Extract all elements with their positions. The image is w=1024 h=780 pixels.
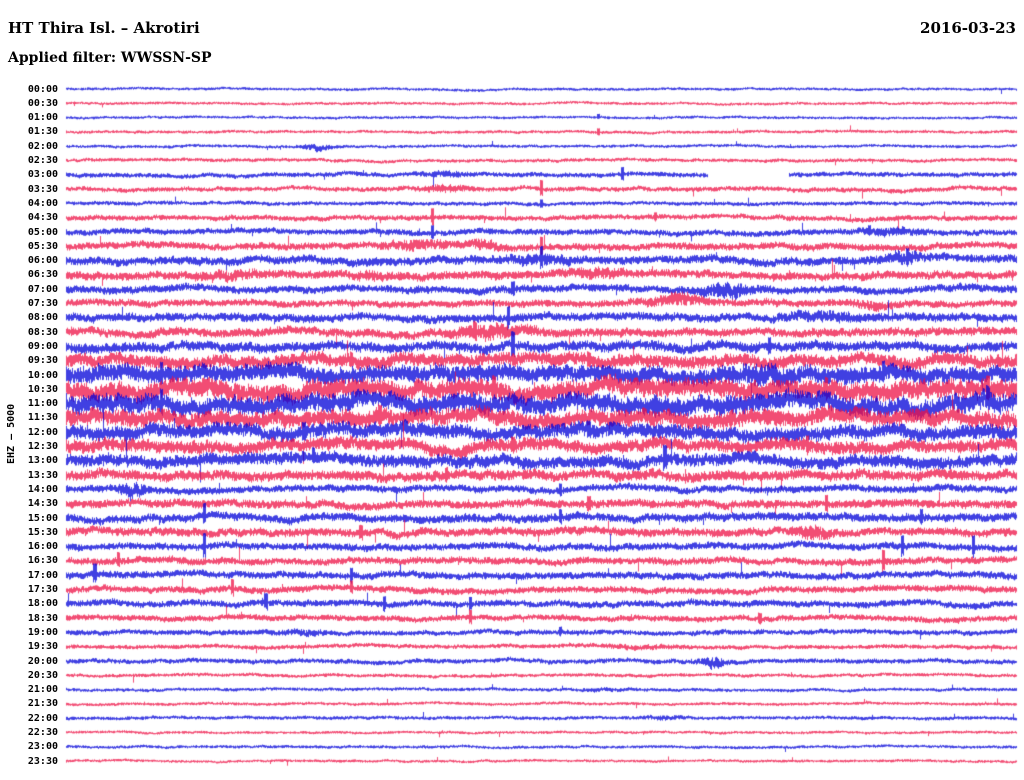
row-time-label: 07:00: [27, 283, 58, 295]
row-time-label: 22:00: [27, 712, 58, 724]
row-time-label: 19:00: [27, 626, 58, 638]
row-time-label: 02:30: [27, 155, 58, 166]
row-time-label: 11:30: [27, 412, 58, 424]
row-time-label: 04:00: [27, 197, 58, 209]
row-time-label: 07:30: [27, 298, 58, 309]
row-time-label: 01:00: [27, 112, 58, 124]
row-time-label: 16:00: [27, 541, 58, 553]
row-time-label: 02:00: [27, 140, 58, 152]
row-time-label: 16:30: [27, 555, 58, 567]
row-time-label: 08:30: [27, 326, 58, 338]
row-time-label: 10:00: [27, 369, 58, 381]
row-time-label: 20:00: [27, 655, 58, 667]
row-time-label: 09:30: [27, 355, 58, 367]
row-time-label: 21:30: [27, 698, 58, 710]
row-time-label: 10:30: [27, 383, 58, 395]
row-time-label: 14:30: [27, 498, 58, 510]
row-time-label: 18:00: [27, 598, 58, 610]
row-time-label: 23:00: [27, 741, 58, 753]
row-time-label: 13:00: [27, 455, 58, 467]
row-time-label: 19:30: [27, 641, 58, 653]
row-time-label: 06:30: [27, 269, 58, 281]
row-time-label: 03:00: [27, 169, 58, 181]
channel-scale-label: EHZ – 5000: [6, 403, 17, 464]
row-time-label: 12:30: [27, 441, 58, 452]
row-time-label: 05:30: [27, 240, 58, 252]
row-time-label: 17:30: [27, 584, 58, 595]
filter-label: Applied filter: WWSSN-SP: [8, 50, 212, 66]
time-labels: 00:00 00:30 01:00 01:30 02:00 02:30 03:00 03:30…: [0, 0, 62, 780]
row-time-label: 13:30: [27, 469, 58, 481]
row-time-label: 14:00: [27, 483, 58, 495]
row-time-label: 22:30: [27, 727, 58, 738]
row-time-label: 21:00: [27, 684, 58, 696]
row-time-label: 17:00: [27, 569, 58, 581]
row-time-label: 09:00: [27, 340, 58, 352]
row-time-label: 12:00: [27, 426, 58, 438]
row-time-label: 08:00: [27, 312, 58, 324]
row-time-label: 04:30: [27, 212, 58, 224]
station-title: HT Thira Isl. – Akrotiri: [8, 19, 200, 37]
row-time-label: 01:30: [27, 126, 58, 138]
row-time-label: 05:00: [27, 226, 58, 238]
row-time-label: 23:30: [27, 755, 58, 767]
row-time-label: 03:30: [27, 183, 58, 195]
row-time-label: 06:00: [27, 255, 58, 267]
row-time-label: 11:00: [27, 398, 58, 410]
row-time-label: 18:30: [27, 612, 58, 624]
row-time-label: 00:30: [27, 97, 58, 109]
row-time-label: 00:00: [27, 83, 58, 95]
row-time-label: 15:00: [27, 512, 58, 524]
row-time-label: 20:30: [27, 669, 58, 681]
date-label: 2016-03-23: [920, 19, 1016, 37]
row-time-label: 15:30: [27, 526, 58, 538]
